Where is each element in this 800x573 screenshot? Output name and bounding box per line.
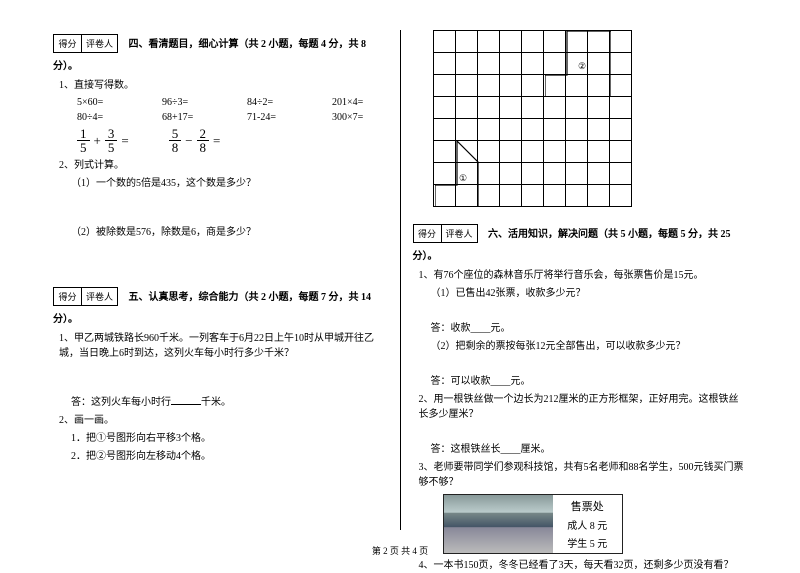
shape-1: ① [435,141,479,207]
sec4-q2: 2、列式计算。 [59,158,388,173]
expr: 201×4= [332,97,387,108]
sec6-q2: 2、用一根铁丝做一个边长为212厘米的正方形框架，正好用完。这根铁丝长多少厘米？ [419,392,748,422]
sec5-q2a: 1．把①号图形向右平移3个格。 [71,431,388,446]
sec6-ans2: 答：这根铁丝长____厘米。 [431,442,748,457]
expr: 300×7= [332,112,387,123]
svg-text:②: ② [578,61,586,71]
sec5-q1: 1、甲乙两城铁路长960千米。一列客车于6月22日上午10时从甲城开往乙城，当日… [59,331,388,361]
score-label: 得分 [54,35,82,52]
right-column: ② ① 得分 评卷人 六、活用知识，解决问题（共 5 小题，每题 5 分，共 2… [405,30,756,530]
page-footer: 第 2 页 共 4 页 [0,544,800,557]
sec5-q2b: 2．把②号图形向左移动4个格。 [71,449,388,464]
frac-expr-1: 15 + 35 = [77,127,129,154]
sec6-q1: 1、有76个座位的森林音乐厅将举行音乐会，每张票售价是15元。 [419,268,748,283]
sec5-q2: 2、画一画。 [59,413,388,428]
score-label: 得分 [54,288,82,305]
frac-expr-2: 58 − 28 = [169,127,221,154]
reviewer-label: 评卷人 [82,35,117,52]
section-4-header: 得分 评卷人 四、看清题目，细心计算（共 2 小题，每题 4 分，共 8 分）。 [53,34,388,72]
ticket-title: 售票处 [553,498,621,514]
expr: 68+17= [162,112,217,123]
page-columns: 得分 评卷人 四、看清题目，细心计算（共 2 小题，每题 4 分，共 8 分）。… [45,30,755,530]
expr: 84÷2= [247,97,302,108]
grid-figure: ② ① [413,30,632,207]
sec6-ans1: 答：收款____元。 [431,321,748,336]
sec6-q1b: （2）把剩余的票按每张12元全部售出，可以收款多少元？ [431,339,748,354]
score-label: 得分 [414,225,442,242]
score-box: 得分 评卷人 [413,224,478,243]
sec6-q4: 4、一本书150页，冬冬已经看了3天，每天看32页，还剩多少页没有看？ [419,558,748,573]
sec6-q3: 3、老师要带同学们参观科技馆，共有5名老师和88名学生，500元钱买门票够不够？ [419,460,748,490]
sec4-q1: 1、直接写得数。 [59,78,388,93]
sec6-ans1b: 答：可以收款____元。 [431,374,748,389]
left-column: 得分 评卷人 四、看清题目，细心计算（共 2 小题，每题 4 分，共 8 分）。… [45,30,396,530]
expr: 71-24= [247,112,302,123]
shape-2: ② [545,31,611,97]
column-divider [400,30,401,530]
section-5-header: 得分 评卷人 五、认真思考，综合能力（共 2 小题，每题 7 分，共 14 分）… [53,287,388,325]
math-row-1: 5×60= 96÷3= 84÷2= 201×4= [77,97,388,108]
sec6-q1a: （1）已售出42张票，收款多少元？ [431,286,748,301]
math-row-2: 80÷4= 68+17= 71-24= 300×7= [77,112,388,123]
score-box: 得分 评卷人 [53,287,118,306]
expr: 80÷4= [77,112,132,123]
expr: 96÷3= [162,97,217,108]
score-box: 得分 评卷人 [53,34,118,53]
ticket-adult: 成人 8 元 [553,517,621,532]
sec4-q2a: （1）一个数的5倍是435，这个数是多少？ [71,176,388,191]
svg-text:①: ① [459,173,467,183]
section-6-header: 得分 评卷人 六、活用知识，解决问题（共 5 小题，每题 5 分，共 25 分）… [413,224,748,262]
reviewer-label: 评卷人 [82,288,117,305]
sec4-q2b: （2）被除数是576，除数是6，商是多少？ [71,225,388,240]
fraction-row: 15 + 35 = 58 − 28 = [77,127,388,154]
sec5-ans1: 答：这列火车每小时行千米。 [71,395,388,410]
reviewer-label: 评卷人 [442,225,477,242]
expr: 5×60= [77,97,132,108]
